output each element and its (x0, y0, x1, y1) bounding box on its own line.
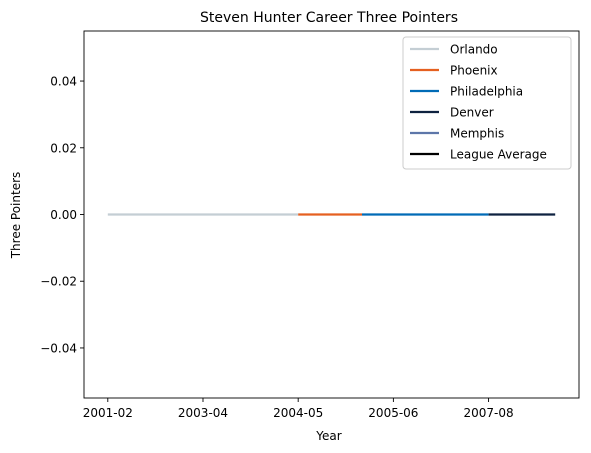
legend: Orlando Phoenix Philadelphia Denver Memphis L… (402, 36, 572, 170)
x-tick-label: 2005-06 (368, 406, 418, 420)
legend-label: Philadelphia (450, 85, 523, 99)
x-tick-label: 2003-04 (178, 406, 228, 420)
y-axis-label: Three Pointers (9, 172, 23, 260)
legend-label: Denver (450, 106, 494, 120)
x-tick-label: 2007-08 (463, 406, 513, 420)
x-tick-label: 2004-05 (273, 406, 323, 420)
legend-label: Memphis (450, 127, 504, 141)
legend-label: Orlando (450, 43, 498, 57)
x-axis-label: Year (315, 429, 341, 443)
y-tick-label: 0.04 (50, 75, 77, 89)
y-tick-label: −0.02 (40, 275, 77, 289)
plot-area: −0.04 −0.02 0.00 0.02 0.04 2001-02 2003-04 2004… (40, 30, 580, 420)
legend-box (402, 36, 572, 170)
y-tick-label: 0.00 (50, 208, 77, 222)
legend-label: Phoenix (450, 64, 498, 78)
y-tick-label: −0.04 (40, 341, 77, 355)
x-tick-label: 2001-02 (83, 406, 133, 420)
legend-label: League Average (450, 148, 547, 162)
y-tick-label: 0.02 (50, 141, 77, 155)
chart-title: Steven Hunter Career Three Pointers (200, 10, 458, 26)
